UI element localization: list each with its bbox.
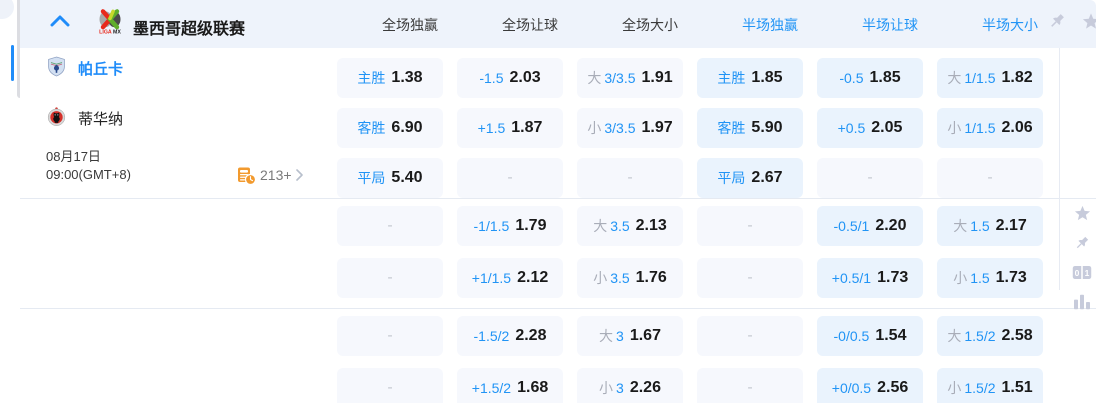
svg-text:1: 1	[1085, 268, 1090, 278]
svg-text:LIGA MX: LIGA MX	[99, 29, 121, 35]
svg-text:0: 0	[1075, 268, 1080, 278]
